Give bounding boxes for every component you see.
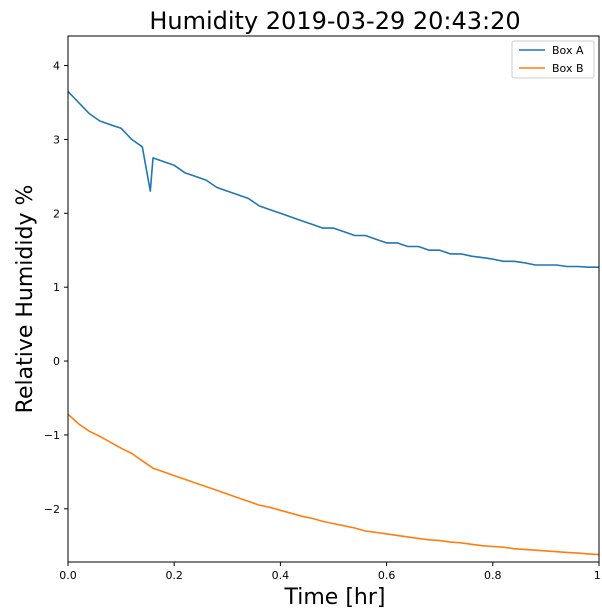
- legend-label-box-b: Box B: [552, 62, 584, 75]
- series-layer: [67, 90, 600, 556]
- x-tick-label: 1.: [594, 569, 602, 582]
- y-tick-label: 1: [53, 281, 60, 294]
- x-axis-label: Time [hr]: [284, 585, 386, 610]
- y-tick-label: 2: [53, 207, 60, 220]
- x-tick-label: 0.0: [59, 569, 77, 582]
- y-ticks: −2 −1 0 1 2 3 4: [44, 60, 68, 516]
- x-tick-label: 0.8: [484, 569, 502, 582]
- y-tick-label: −1: [44, 429, 60, 442]
- x-tick-label: 0.6: [378, 569, 396, 582]
- series-line-box-b: [67, 413, 600, 556]
- x-tick-label: 0.2: [165, 569, 183, 582]
- y-tick-label: 0: [53, 355, 60, 368]
- y-tick-label: −2: [44, 503, 60, 516]
- x-tick-label: 0.4: [272, 569, 290, 582]
- series-line-box-a: [67, 90, 599, 269]
- legend: Box A Box B: [511, 40, 595, 79]
- y-axis-label: Relative Humididy %: [13, 185, 38, 414]
- axes-frame: [67, 35, 600, 563]
- chart-title: Humidity 2019-03-29 20:43:20: [149, 7, 520, 35]
- y-tick-label: 4: [53, 60, 60, 73]
- x-ticks: 0.0 0.2 0.4 0.6 0.8 1.: [59, 562, 602, 582]
- legend-label-box-a: Box A: [552, 44, 584, 57]
- y-tick-label: 3: [53, 133, 60, 146]
